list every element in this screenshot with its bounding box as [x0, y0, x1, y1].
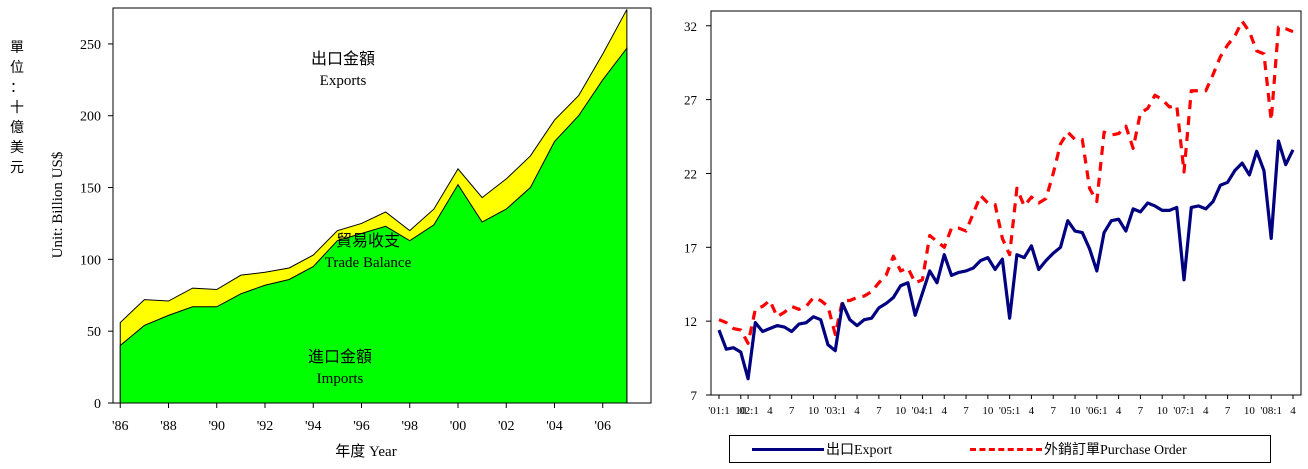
legend-item-order: 外銷訂單Purchase Order — [970, 436, 1187, 462]
x-tick-label: 4 — [767, 405, 773, 417]
trade-area-chart: 0 50 100 150 200 250 '86 '88 '90 '92 '94 '96 '98 '00 '… — [50, 7, 652, 460]
x-tick-label: 7 — [876, 405, 882, 417]
x-tick-label: 7 — [1225, 405, 1231, 417]
x-tick-label: '04:1 — [912, 405, 934, 417]
x-tick-label: 10 — [735, 405, 747, 417]
unit-char: 十 — [10, 100, 24, 116]
line-chart-legend: 出口Export 外銷訂單Purchase Order — [729, 435, 1271, 463]
y-tick-label: 17 — [684, 240, 698, 255]
x-tick-label: '02:1 — [737, 405, 759, 417]
x-tick-label: 4 — [1290, 405, 1296, 417]
x-tick-label: '03:1 — [824, 405, 846, 417]
x-tick-label: 4 — [1029, 405, 1035, 417]
x-tick-label: '94 — [305, 419, 322, 434]
y-axis-label: Unit: Billion US$ — [50, 151, 66, 258]
unit-char: 美 — [10, 140, 24, 156]
x-tick-label: '05:1 — [999, 405, 1021, 417]
x-tick-label: 10 — [1157, 405, 1169, 417]
x-tick-label: '01:1 — [708, 405, 730, 417]
annotation-line2: Imports — [317, 371, 364, 387]
x-tick-label: '90 — [208, 419, 225, 434]
unit-char: 億 — [10, 120, 24, 136]
area-imports — [119, 46, 628, 404]
x-tick-label: 10 — [808, 405, 820, 417]
unit-char: 單 — [10, 40, 24, 56]
x-tick-label: 7 — [789, 405, 795, 417]
y-tick-label: 250 — [80, 38, 101, 53]
y-tick-label: 0 — [94, 397, 101, 412]
x-tick-label: 10 — [1070, 405, 1082, 417]
x-tick-label: '08:1 — [1260, 405, 1282, 417]
x-tick-label: 4 — [1203, 405, 1209, 417]
y-tick-label: 150 — [80, 182, 101, 197]
series-line-export — [717, 139, 1295, 381]
x-tick-label: 4 — [854, 405, 860, 417]
y-tick-label: 200 — [80, 110, 101, 125]
legend-swatch-export — [752, 447, 824, 451]
x-tick-label: 10 — [982, 405, 994, 417]
legend-item-export: 出口Export — [752, 436, 892, 462]
legend-label-export: 出口Export — [826, 443, 893, 458]
x-tick-label: '92 — [257, 419, 274, 434]
annotation-line2: Trade Balance — [325, 255, 412, 271]
plot-frame — [710, 10, 1302, 396]
annotation-line2: Exports — [320, 73, 367, 89]
y-tick-label: 32 — [684, 19, 697, 34]
y-tick-label: 22 — [684, 166, 697, 181]
x-tick-label: 7 — [963, 405, 969, 417]
x-tick-label: '06 — [594, 419, 611, 434]
x-axis-label: 年度 Year — [335, 443, 396, 460]
y-tick-label: 50 — [87, 325, 101, 340]
y-tick-label: 12 — [684, 314, 697, 329]
legend-swatch-order — [970, 447, 1042, 451]
x-tick-label: '06:1 — [1086, 405, 1108, 417]
annotation-line1: 進口金額 — [308, 348, 372, 366]
annotation-line1: 貿易收支 — [336, 232, 400, 250]
x-tick-label: 7 — [1138, 405, 1144, 417]
y-tick-label: 100 — [80, 253, 101, 268]
unit-char: 元 — [10, 160, 24, 176]
x-tick-label: '04 — [546, 419, 563, 434]
x-tick-label: '07:1 — [1173, 405, 1195, 417]
x-tick-label: 4 — [941, 405, 947, 417]
x-tick-label: 10 — [895, 405, 907, 417]
unit-char: ： — [10, 80, 24, 96]
x-tick-label: 10 — [1244, 405, 1256, 417]
x-tick-label: '98 — [401, 419, 418, 434]
annotation-line1: 出口金額 — [311, 50, 375, 68]
x-tick-label: '86 — [112, 419, 129, 434]
y-tick-label: 27 — [684, 93, 698, 108]
legend-label-order: 外銷訂單Purchase Order — [1044, 443, 1187, 458]
series-line-order — [718, 19, 1294, 345]
unit-char: 位 — [10, 60, 24, 76]
x-tick-label: '96 — [353, 419, 370, 434]
x-tick-label: '88 — [160, 419, 177, 434]
x-tick-label: 7 — [1050, 405, 1056, 417]
x-tick-label: '00 — [450, 419, 467, 434]
y-tick-label: 7 — [691, 388, 698, 403]
unit-label-vertical: 單 位 ： 十 億 美 元 — [6, 38, 28, 178]
x-tick-label: '02 — [498, 419, 515, 434]
x-tick-label: 4 — [1116, 405, 1122, 417]
